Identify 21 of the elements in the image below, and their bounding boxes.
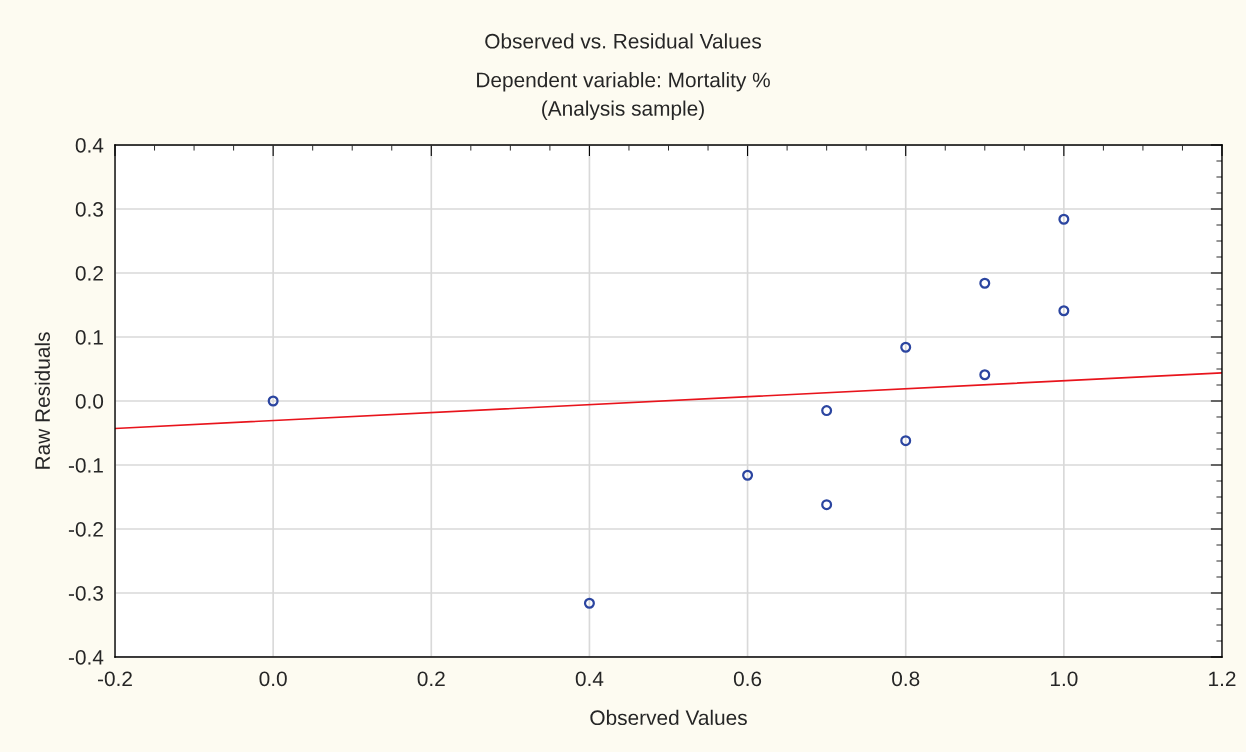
y-tick-label: -0.3 [68, 586, 103, 601]
x-tick-label: 0.2 [417, 671, 445, 687]
y-tick-label: 0.4 [75, 138, 104, 153]
y-tick-label: -0.1 [68, 458, 103, 473]
x-tick-label: -0.2 [97, 671, 132, 687]
chart-subtitle: Dependent variable: Mortality % (Analysis sample) [477, 72, 770, 120]
y-tick-label: 0.0 [75, 394, 104, 409]
y-tick-label: -0.4 [68, 650, 104, 665]
x-tick-label: 1.0 [1050, 671, 1078, 687]
y-axis-title: Raw Residuals [34, 332, 50, 469]
y-tick-label: 0.2 [75, 266, 103, 281]
x-tick-label: 0.6 [733, 671, 762, 687]
y-tick-label: 0.3 [75, 202, 103, 217]
y-tick-label: -0.2 [68, 522, 103, 537]
chart-title: Observed vs. Residual Values [485, 33, 762, 49]
x-tick-label: 0.8 [892, 671, 920, 687]
x-axis-title: Observed Values [590, 709, 747, 726]
x-tick-label: 1.2 [1209, 671, 1236, 686]
x-tick-label: 0.4 [575, 671, 604, 687]
y-tick-label: 0.1 [75, 330, 103, 345]
x-tick-label: 0.0 [259, 671, 287, 687]
